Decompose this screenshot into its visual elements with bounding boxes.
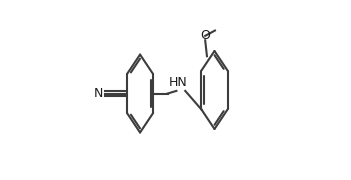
Text: N: N bbox=[93, 87, 103, 100]
Text: O: O bbox=[200, 29, 210, 42]
Text: HN: HN bbox=[169, 76, 187, 89]
